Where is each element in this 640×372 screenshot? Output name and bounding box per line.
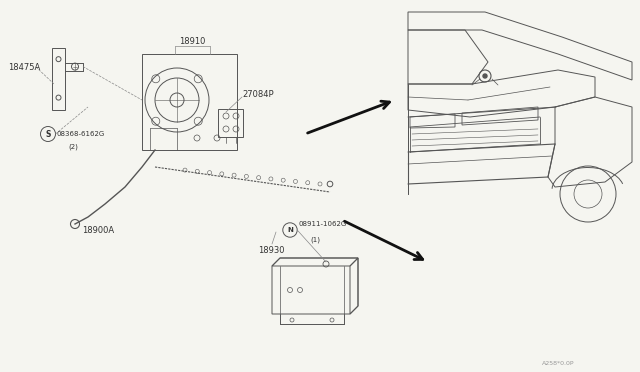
Text: S: S: [45, 129, 51, 138]
Text: (1): (1): [310, 237, 320, 243]
Text: 18930: 18930: [258, 246, 285, 254]
Text: 18910: 18910: [179, 37, 205, 46]
Circle shape: [483, 74, 487, 78]
Text: 18475A: 18475A: [8, 62, 40, 71]
Text: 08911-1062G: 08911-1062G: [298, 221, 347, 227]
Text: 08368-6162G: 08368-6162G: [56, 131, 105, 137]
Text: A258*0.0P: A258*0.0P: [542, 361, 575, 366]
Text: 18900A: 18900A: [82, 225, 114, 234]
Text: N: N: [287, 227, 293, 233]
Text: 27084P: 27084P: [242, 90, 274, 99]
Text: (2): (2): [68, 144, 78, 150]
